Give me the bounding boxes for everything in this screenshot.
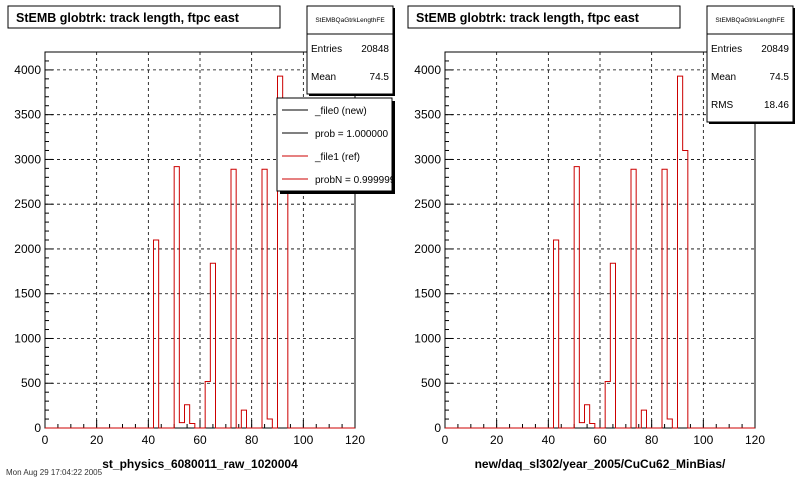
x-tick-label-1: 20 (90, 433, 104, 447)
stats-value-mean: 74.5 (770, 72, 790, 83)
legend-entry-2: _file1 (ref) (314, 152, 360, 163)
histogram-series-1 (45, 75, 355, 429)
stats-label-rms: RMS (711, 100, 734, 111)
stats-box: StEMBQaGtrkLengthFE Entries 20848 Mean 74.5 (306, 5, 395, 96)
x-tick-label-4: 80 (245, 433, 259, 447)
x-tick-label-5: 100 (293, 433, 313, 447)
x-axis-label: st_physics_6080011_raw_1020004 (102, 457, 298, 471)
y-tick-label-7: 3500 (414, 108, 441, 122)
legend-entry-1: prob = 1.000000 (315, 129, 389, 140)
x-tick-label-3: 60 (593, 433, 607, 447)
stats-title: StEMBQaGtrkLengthFE (715, 17, 785, 24)
footer-timestamp: Mon Aug 29 17:04:22 2005 (6, 468, 103, 477)
y-tick-label-4: 2000 (14, 242, 41, 256)
x-tick-label-3: 60 (193, 433, 207, 447)
stats-frame (706, 5, 794, 123)
y-tick-label-5: 2500 (414, 197, 441, 211)
histogram-panel-left: 0 20 40 60 80 100 120 0 500 1000 1500 2000 2500 3000 3… (7, 5, 396, 471)
stats-box: StEMBQaGtrkLengthFE Entries 20849 Mean 74.5 R… (706, 5, 795, 124)
x-axis-label: new/daq_sl302/year_2005/CuCu62_MinBias/ (475, 457, 726, 471)
x-tick-label-4: 80 (645, 433, 659, 447)
stats-value-entries: 20849 (761, 44, 789, 55)
y-tick-label-1: 500 (421, 376, 441, 390)
x-tick-label-6: 120 (345, 433, 365, 447)
y-tick-label-8: 4000 (14, 63, 41, 77)
legend-entry-3: probN = 0.999999 (315, 175, 396, 186)
stats-value-entries: 20848 (361, 44, 389, 55)
x-tick-label-1: 20 (490, 433, 504, 447)
y-tick-label-0: 0 (434, 421, 441, 435)
x-tick-label-5: 100 (693, 433, 713, 447)
y-tick-label-7: 3500 (14, 108, 41, 122)
stats-label-entries: Entries (711, 44, 742, 55)
histogram-svg-0: 0 20 40 60 80 100 120 0 500 1000 1500 2000 2500 3000 3… (7, 5, 396, 471)
legend-box: _file0 (new) prob = 1.000000 _file1 (ref) p… (276, 97, 396, 194)
title-frame (407, 5, 681, 29)
y-tick-label-5: 2500 (14, 197, 41, 211)
chart-title: StEMB globtrk: track length, ftpc east (16, 11, 240, 25)
chart-title-box: StEMB globtrk: track length, ftpc east (7, 5, 281, 29)
y-tick-label-2: 1000 (14, 331, 41, 345)
y-tick-label-4: 2000 (414, 242, 441, 256)
stats-label-mean: Mean (311, 72, 336, 83)
y-tick-label-3: 1500 (14, 287, 41, 301)
histogram-series-0 (445, 75, 755, 429)
y-tick-label-8: 4000 (414, 63, 441, 77)
x-tick-label-0: 0 (442, 433, 449, 447)
stats-label-entries: Entries (311, 44, 342, 55)
title-frame (7, 5, 281, 29)
y-tick-label-6: 3000 (14, 152, 41, 166)
stats-frame (306, 5, 394, 95)
stats-title: StEMBQaGtrkLengthFE (315, 17, 385, 24)
legend-entry-0: _file0 (new) (314, 106, 367, 117)
chart-title: StEMB globtrk: track length, ftpc east (416, 11, 640, 25)
y-tick-label-3: 1500 (414, 287, 441, 301)
y-tick-label-6: 3000 (414, 152, 441, 166)
y-tick-label-0: 0 (34, 421, 41, 435)
x-tick-label-2: 40 (142, 433, 156, 447)
stats-label-mean: Mean (711, 72, 736, 83)
stats-value-rms: 18.46 (764, 100, 789, 111)
histogram-svg-1: 0 20 40 60 80 100 120 0 500 1000 1500 2000 2500 3000 3… (407, 5, 795, 471)
y-tick-label-2: 1000 (414, 331, 441, 345)
legend-frame (276, 97, 393, 192)
x-tick-label-2: 40 (542, 433, 556, 447)
x-tick-label-0: 0 (42, 433, 49, 447)
x-tick-label-6: 120 (745, 433, 765, 447)
stats-value-mean: 74.5 (370, 72, 390, 83)
y-tick-label-1: 500 (21, 376, 41, 390)
histogram-panel-right: 0 20 40 60 80 100 120 0 500 1000 1500 2000 2500 3000 3… (400, 0, 800, 480)
chart-title-box: StEMB globtrk: track length, ftpc east (407, 5, 681, 29)
